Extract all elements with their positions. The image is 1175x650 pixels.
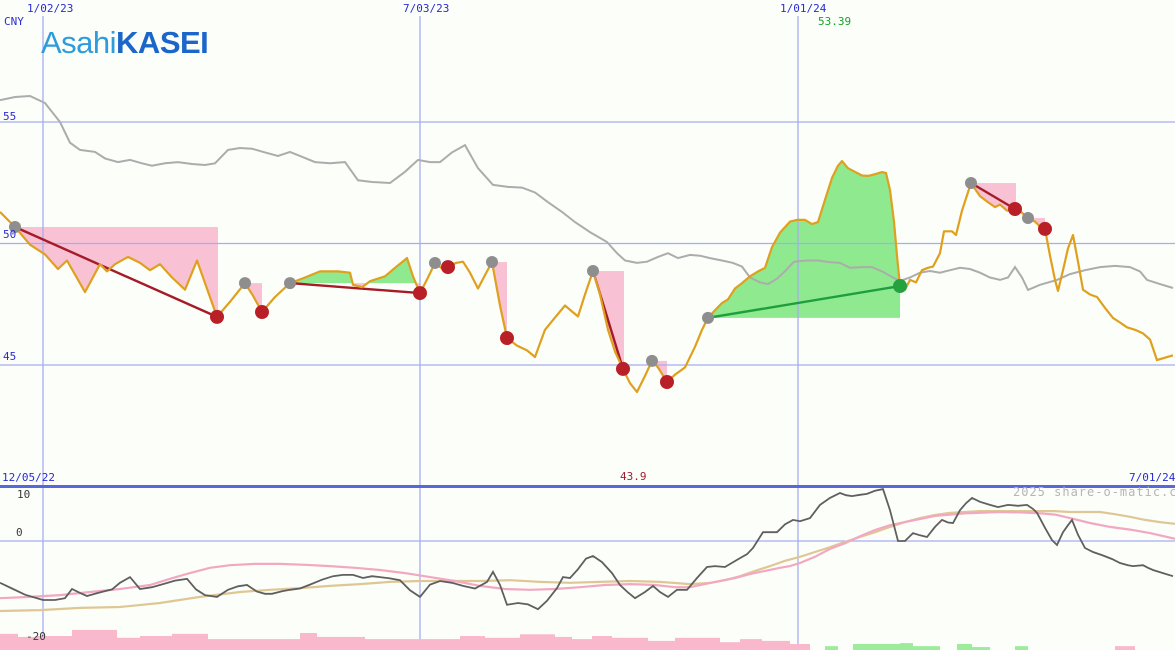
histogram-bar-pink	[0, 633, 18, 650]
gain-fill	[708, 161, 900, 318]
signal-pink-polyline	[0, 510, 1175, 600]
histogram-bar-green	[1015, 646, 1028, 650]
watermark: 2025 share-o-matic.com	[1013, 485, 1175, 499]
histogram-bar-pink	[140, 636, 172, 650]
histogram-bar-green	[913, 646, 940, 650]
histogram-bar-pink	[555, 636, 572, 650]
histogram-bar-pink	[612, 637, 648, 650]
pivot-dot-gray	[486, 255, 498, 268]
histogram-bar-pink	[72, 629, 117, 650]
histogram-bar-green	[972, 647, 990, 650]
benchmark-polyline	[0, 94, 1174, 292]
loss-fill	[352, 283, 368, 288]
brand-logo: AsahiKASEI	[41, 25, 209, 60]
osc-tick-0: 0	[16, 526, 23, 539]
chart-end-date-label: 7/01/24	[1129, 471, 1175, 484]
histogram-bar-green	[825, 646, 838, 650]
panel-separator	[0, 485, 1175, 488]
price-high-annotation: 53.39	[818, 15, 852, 28]
gain-fill	[367, 258, 416, 284]
y-tick-55: 55	[3, 110, 17, 123]
downtrend-line	[970, 181, 1016, 211]
pivot-dot-red	[616, 361, 630, 376]
gain-fill	[290, 271, 353, 284]
histogram-bar-green	[853, 643, 900, 650]
histogram-bar-pink	[485, 637, 520, 650]
brand-logo-kasei: KASEI	[116, 25, 209, 60]
pivot-dot-gray	[284, 277, 296, 290]
uptrend-line	[707, 284, 901, 320]
benchmark-line	[0, 94, 1174, 292]
pivot-dot-red	[660, 375, 674, 390]
histogram-bar-pink	[208, 639, 300, 650]
osc-tick-10: 10	[17, 488, 31, 501]
x-axis-date-label-3: 1/01/24	[780, 2, 827, 15]
osc-tick-neg20: -20	[26, 630, 46, 643]
pivot-dot-gray	[646, 354, 658, 367]
histogram-bar-pink	[300, 632, 317, 650]
oscillator-lines	[0, 488, 1175, 613]
pivot-dot-red	[210, 309, 224, 324]
histogram-bar-pink	[762, 640, 790, 650]
pivot-dot-red	[413, 286, 427, 301]
histogram-bar-pink	[592, 636, 612, 650]
downtrend-line	[289, 281, 421, 295]
pivot-dot-red	[500, 331, 514, 346]
pivot-dot-gray	[1022, 211, 1034, 224]
histogram-bar-green	[957, 643, 972, 650]
histogram-bar-green	[900, 643, 913, 650]
pivot-dot-gray	[429, 256, 441, 269]
histogram-bar-pink	[790, 643, 810, 650]
histogram-bar-pink	[675, 637, 720, 650]
histogram-bar-pink	[365, 639, 460, 650]
histogram-bar-pink	[35, 636, 72, 650]
pivot-dot-red	[441, 260, 455, 275]
chart-start-date-label: 12/05/22	[2, 471, 55, 484]
loss-fill	[245, 283, 262, 312]
price-low-annotation: 43.9	[620, 470, 647, 483]
histogram-bar-pink	[1115, 646, 1135, 650]
oscillator-polyline	[0, 488, 1174, 611]
pivot-dot-red	[255, 305, 269, 320]
y-tick-45: 45	[3, 350, 17, 363]
histogram-bar-pink	[520, 634, 555, 650]
histogram-bar-pink	[172, 633, 208, 650]
histogram-bar-pink	[572, 639, 592, 650]
oscillator-histogram	[0, 629, 1135, 650]
histogram-bar-pink	[720, 642, 740, 650]
downtrend-line	[14, 225, 218, 318]
currency-label: CNY	[4, 15, 24, 28]
pivot-dot-gray	[239, 277, 251, 290]
loss-fill	[415, 283, 420, 294]
brand-logo-asahi: Asahi	[41, 25, 117, 60]
x-axis-date-label-2: 7/03/23	[403, 2, 450, 15]
gridlines	[0, 16, 1175, 650]
pivot-dots	[9, 176, 1052, 390]
pivot-dot-gray	[587, 264, 599, 277]
histogram-bar-pink	[117, 637, 140, 650]
panel-separator-bar	[0, 485, 1175, 488]
pivot-dot-red	[1008, 201, 1022, 216]
signal-tan-polyline	[0, 510, 1175, 613]
pivot-dot-gray	[965, 176, 977, 189]
pivot-dot-gray	[702, 311, 714, 324]
pivot-dot-red	[1038, 221, 1052, 236]
histogram-bar-pink	[317, 636, 365, 650]
pivot-dot-green	[893, 279, 907, 294]
histogram-bar-pink	[648, 640, 675, 650]
histogram-bar-pink	[460, 636, 485, 650]
pivot-dot-gray	[9, 220, 21, 233]
x-axis-date-label-1: 1/02/23	[27, 2, 74, 15]
histogram-bar-pink	[740, 639, 762, 650]
loss-fill	[652, 360, 667, 382]
y-tick-50: 50	[3, 228, 17, 241]
histogram-bar-pink	[18, 636, 35, 650]
